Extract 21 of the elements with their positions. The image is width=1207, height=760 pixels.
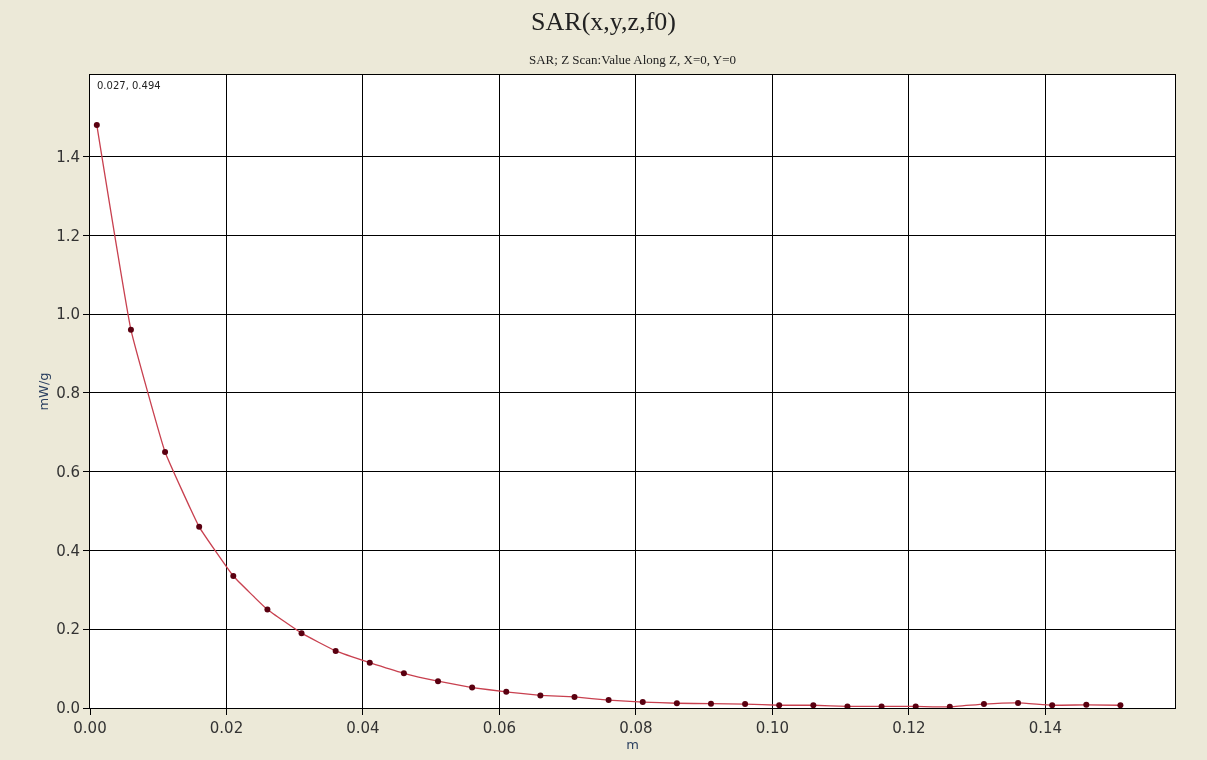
y-tick-label: 0.6 xyxy=(56,462,80,481)
x-tick-label: 0.08 xyxy=(619,719,653,737)
x-tick-label: 0.02 xyxy=(209,719,244,737)
y-tick-label: 0.0 xyxy=(56,699,80,718)
y-tick-label: 0.4 xyxy=(56,541,80,560)
annotation: 0.027, 0.494 xyxy=(97,80,161,91)
x-tick-label: 0.14 xyxy=(1028,719,1063,737)
x-tick-label: 0.04 xyxy=(346,719,380,737)
x-tick-label: 0.10 xyxy=(755,719,790,737)
chart-title: SAR(x,y,z,f0) xyxy=(531,6,676,36)
x-axis-title: m xyxy=(626,737,639,752)
chart-subtitle: SAR; Z Scan:Value Along Z, X=0, Y=0 xyxy=(529,52,737,67)
y-tick-label: 1.2 xyxy=(56,226,80,245)
y-tick-label: 0.8 xyxy=(56,384,80,403)
y-axis-title: mW/g xyxy=(36,372,52,411)
x-tick-label: 0.12 xyxy=(892,719,926,737)
y-tick-label: 0.2 xyxy=(56,620,80,639)
y-tick-label: 1.0 xyxy=(56,305,80,324)
y-tick-label: 1.4 xyxy=(56,147,80,166)
x-tick-label: 0.00 xyxy=(73,719,107,737)
x-tick-label: 0.06 xyxy=(482,719,517,737)
